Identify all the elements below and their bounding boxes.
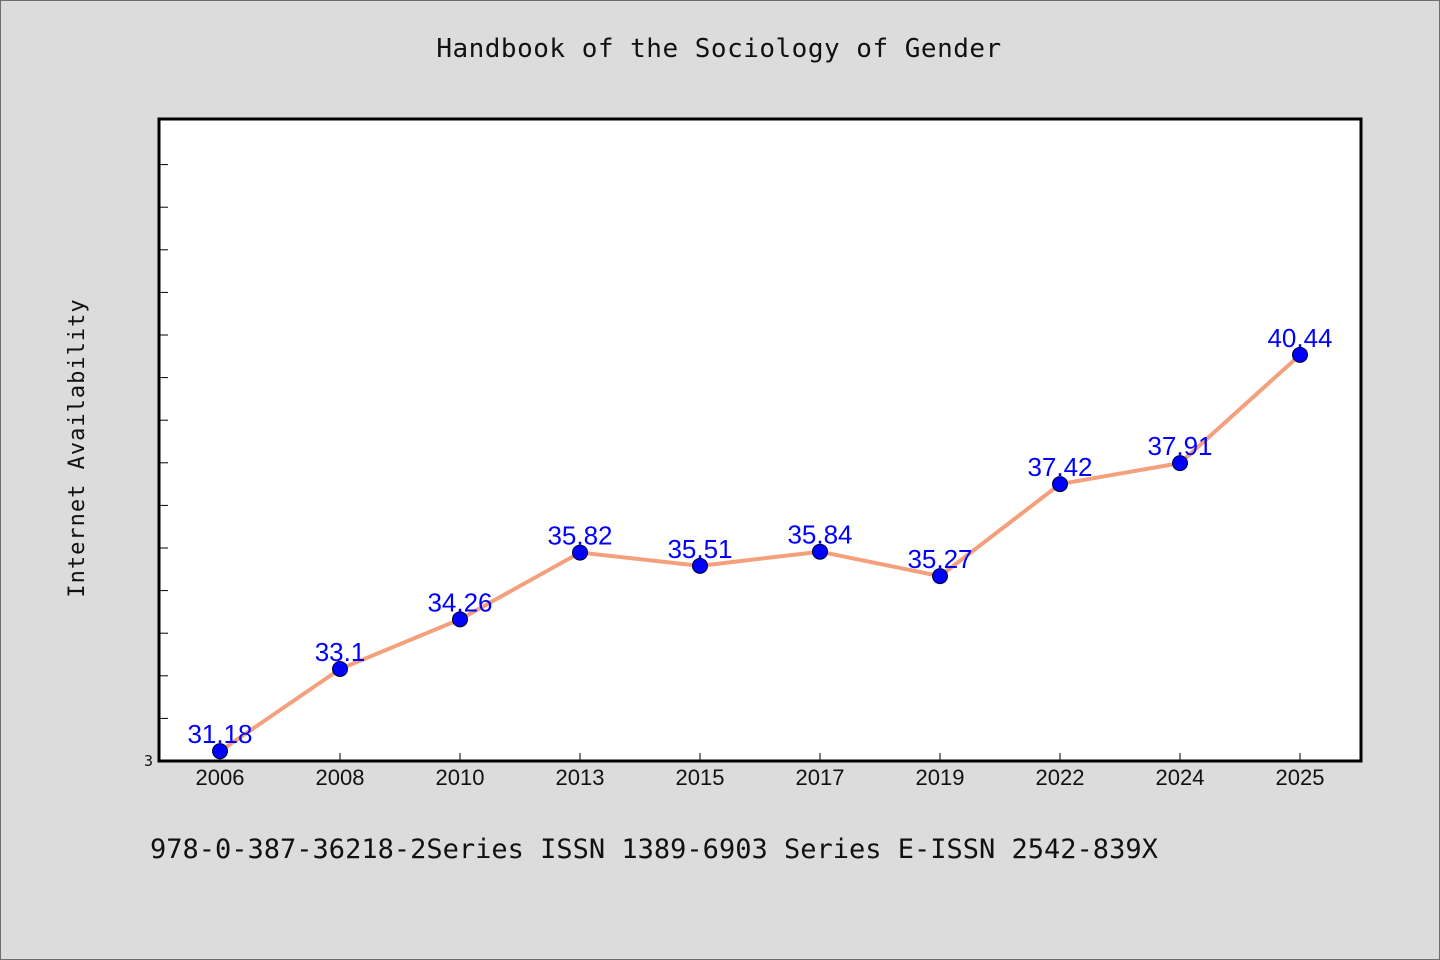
data-label: 35.84 (787, 520, 852, 550)
data-label: 33.1 (315, 637, 366, 667)
data-label: 31.18 (187, 719, 252, 749)
x-tick-label: 2010 (436, 765, 485, 790)
series-line-group (218, 352, 1302, 754)
data-point (212, 743, 228, 760)
data-labels: 31.18 33.1 34.26 35.82 35.51 35.84 35.27 37.42 3… (187, 323, 1332, 749)
y-axis-tick-labels: 3 (144, 752, 153, 770)
data-points (212, 346, 1308, 760)
data-label: 35.82 (547, 521, 612, 551)
data-point (812, 543, 828, 560)
data-label: 40.44 (1267, 323, 1332, 353)
data-point (692, 557, 708, 574)
x-tick-label: 2019 (916, 765, 965, 790)
data-point (1292, 346, 1308, 363)
chart-title: Handbook of the Sociology of Gender (436, 34, 1002, 64)
x-tick-label: 2008 (316, 765, 365, 790)
x-axis-tick-labels: 2006 2008 2010 2013 2015 2017 2019 2022 2024 2025 (196, 765, 1325, 790)
x-tick-label: 2022 (1036, 765, 1085, 790)
data-point (452, 611, 468, 628)
data-point (572, 544, 588, 561)
x-tick-label: 2024 (1156, 765, 1205, 790)
data-point (332, 660, 348, 677)
data-point (932, 568, 948, 585)
data-point (1052, 476, 1068, 493)
series-line (218, 352, 1302, 754)
data-label: 37.42 (1027, 452, 1092, 482)
data-label: 35.27 (907, 544, 972, 574)
y-tick-label: 3 (144, 752, 153, 770)
data-label: 37.91 (1147, 431, 1212, 461)
isbn-issn-note: 978-0-387-36218-2Series ISSN 1389-6903 S… (150, 834, 1158, 865)
y-axis-ticks (159, 164, 168, 762)
data-label: 34.26 (427, 587, 492, 617)
y-axis-label: Internet Availability (65, 298, 90, 597)
plot-area (157, 117, 1363, 763)
data-point (1172, 455, 1188, 472)
x-tick-label: 2013 (556, 765, 605, 790)
x-tick-label: 2006 (196, 765, 245, 790)
x-tick-label: 2017 (796, 765, 845, 790)
data-label: 35.51 (667, 534, 732, 564)
x-tick-label: 2015 (676, 765, 725, 790)
x-tick-label: 2025 (1276, 765, 1325, 790)
